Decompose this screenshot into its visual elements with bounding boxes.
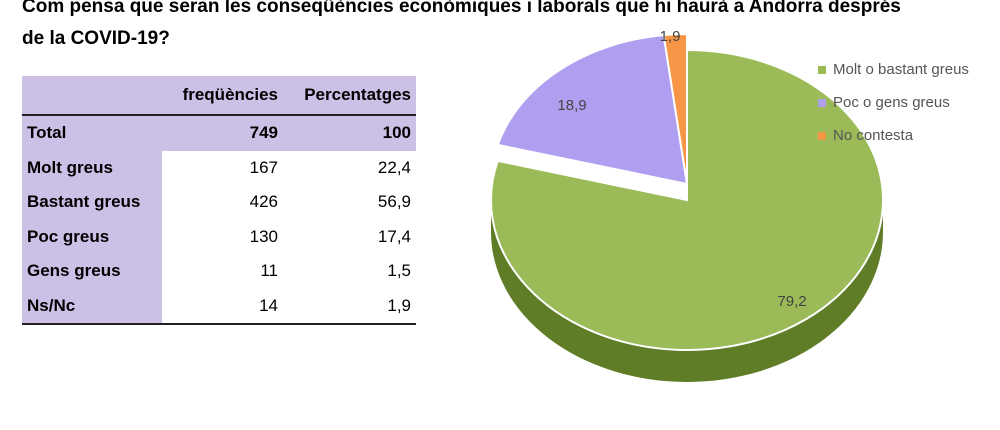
table-row: Ns/Nc 14 1,9 — [22, 288, 416, 325]
chart-title: Com pensa que seran les conseqüències ec… — [22, 0, 901, 49]
data-label: 18,9 — [557, 97, 586, 114]
row-label: Poc greus — [22, 219, 162, 254]
header-category — [22, 76, 162, 116]
row-label: Total — [22, 115, 162, 151]
table-row: Molt greus 167 22,4 — [22, 150, 416, 185]
row-percentage: 17,4 — [283, 219, 416, 254]
legend-swatch — [818, 66, 826, 74]
table-row: Poc greus 130 17,4 — [22, 219, 416, 254]
table-row: Gens greus 11 1,5 — [22, 254, 416, 289]
legend-label: Molt o bastant greus — [833, 61, 969, 78]
legend-swatch — [818, 99, 826, 107]
frequency-table: freqüències Percentatges Total 749 100 M… — [22, 76, 416, 325]
row-percentage: 100 — [283, 115, 416, 151]
row-frequency: 167 — [162, 150, 283, 185]
row-frequency: 130 — [162, 219, 283, 254]
legend-label: Poc o gens greus — [833, 94, 950, 111]
header-percentages: Percentatges — [283, 76, 416, 116]
pie-slice-side-0 — [491, 200, 883, 382]
row-frequency: 426 — [162, 185, 283, 220]
pie-slice-1 — [496, 33, 689, 186]
pie-slice-2 — [662, 32, 688, 185]
row-percentage: 22,4 — [283, 150, 416, 185]
row-frequency: 14 — [162, 288, 283, 325]
pie-slice-0 — [490, 48, 884, 351]
row-label: Gens greus — [22, 254, 162, 289]
header-frequencies: freqüències — [162, 76, 283, 116]
data-label: 79,2 — [777, 293, 806, 310]
row-frequency: 749 — [162, 115, 283, 151]
row-percentage: 1,9 — [283, 288, 416, 325]
table-row-total: Total 749 100 — [22, 115, 416, 151]
row-label: Ns/Nc — [22, 288, 162, 325]
table-row: Bastant greus 426 56,9 — [22, 185, 416, 220]
row-percentage: 1,5 — [283, 254, 416, 289]
data-label: 1,9 — [660, 28, 681, 45]
legend-swatch — [818, 132, 826, 140]
legend-label: No contesta — [833, 127, 914, 144]
row-label: Bastant greus — [22, 185, 162, 220]
row-percentage: 56,9 — [283, 185, 416, 220]
row-frequency: 11 — [162, 254, 283, 289]
row-label: Molt greus — [22, 150, 162, 185]
table-header-row: freqüències Percentatges — [22, 76, 416, 116]
